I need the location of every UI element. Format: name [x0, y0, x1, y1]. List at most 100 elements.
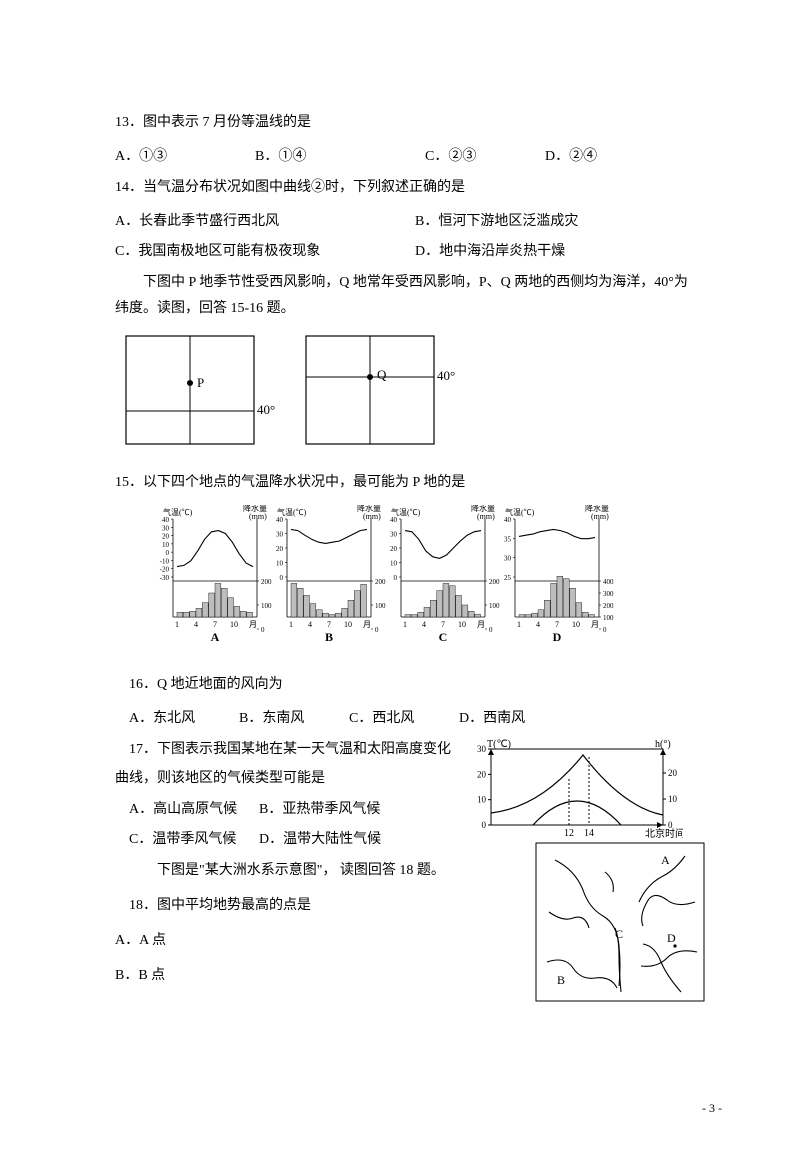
svg-text:0: 0	[482, 820, 487, 830]
svg-text:0: 0	[166, 549, 170, 557]
q16-opt-d: D．西南风	[459, 707, 525, 727]
river-map: A B C D	[535, 842, 705, 1007]
q14-opt-c: C．我国南极地区可能有极夜现象	[115, 240, 415, 260]
svg-text:100: 100	[261, 602, 272, 610]
svg-text:月: 月	[477, 620, 485, 629]
svg-text:20: 20	[668, 768, 678, 778]
p-lat-label: 40°	[257, 402, 275, 418]
svg-text:B: B	[557, 973, 565, 987]
svg-text:300: 300	[603, 590, 614, 598]
svg-text:A: A	[211, 630, 220, 644]
svg-text:20: 20	[477, 769, 487, 779]
svg-text:10: 10	[572, 620, 580, 629]
q16-stem: 16．Q 地近地面的风向为	[115, 672, 690, 697]
q13-opt-d: D．②④	[545, 145, 597, 165]
q17-line1: 17．下图表示我国某地在某一天气温和太阳高度变化	[115, 737, 455, 762]
q17-options-row1: A．高山高原气候 B．亚热带季风气候	[115, 798, 455, 818]
svg-text:7: 7	[213, 620, 217, 629]
svg-text:200: 200	[489, 578, 500, 586]
svg-text:4: 4	[536, 620, 540, 629]
svg-text:30: 30	[504, 555, 512, 563]
q13-opt-c: C．②③	[425, 145, 545, 165]
q14-opt-a: A．长春此季节盛行西北风	[115, 210, 415, 230]
svg-text:40: 40	[390, 516, 398, 524]
q-lat-label: 40°	[437, 368, 455, 384]
svg-text:200: 200	[375, 578, 386, 586]
svg-text:400: 400	[603, 578, 614, 586]
svg-text:4: 4	[194, 620, 198, 629]
q-label: Q	[377, 367, 386, 383]
svg-text:h(°): h(°)	[655, 739, 671, 750]
q13-options: A．①③ B．①④ C．②③ D．②④	[115, 145, 690, 165]
svg-text:10: 10	[390, 559, 398, 567]
svg-text:40: 40	[276, 516, 284, 524]
q14-opt-d: D．地中海沿岸炎热干燥	[415, 240, 565, 260]
pq-diagram: P 40° Q 40°	[125, 335, 690, 452]
svg-text:12: 12	[564, 828, 574, 839]
svg-text:25: 25	[504, 574, 512, 582]
q17-chart: T(℃)h(°)3020100201001214北京时间	[463, 737, 683, 852]
q-box-svg	[305, 335, 455, 447]
svg-text:0: 0	[375, 626, 379, 634]
svg-text:(mm): (mm)	[249, 512, 267, 521]
svg-text:200: 200	[603, 602, 614, 610]
svg-text:(mm): (mm)	[591, 512, 609, 521]
svg-text:0: 0	[280, 574, 284, 582]
svg-text:D: D	[667, 931, 676, 945]
svg-text:B: B	[325, 630, 333, 644]
q16-options: A．东北风 B．东南风 C．西北风 D．西南风	[115, 707, 690, 727]
svg-text:月: 月	[249, 620, 257, 629]
svg-text:-30: -30	[160, 574, 170, 582]
svg-text:30: 30	[162, 524, 170, 532]
svg-text:(mm): (mm)	[363, 512, 381, 521]
svg-text:20: 20	[390, 545, 398, 553]
svg-text:100: 100	[375, 602, 386, 610]
svg-text:北京时间: 北京时间	[645, 827, 683, 840]
svg-text:100: 100	[603, 614, 614, 622]
q16-opt-b: B．东南风	[239, 707, 349, 727]
svg-text:0: 0	[394, 574, 398, 582]
q15-stem: 15．以下四个地点的气温降水状况中，最可能为 P 地的是	[115, 470, 690, 495]
svg-text:100: 100	[489, 602, 500, 610]
svg-text:C: C	[615, 927, 623, 941]
q17-opt-d: D．温带大陆性气候	[259, 828, 381, 848]
svg-text:10: 10	[668, 794, 678, 804]
svg-text:20: 20	[276, 545, 284, 553]
svg-text:0: 0	[603, 626, 607, 634]
svg-text:7: 7	[327, 620, 331, 629]
q17-opt-a: A．高山高原气候	[129, 798, 259, 818]
svg-text:月: 月	[591, 620, 599, 629]
svg-text:4: 4	[422, 620, 426, 629]
svg-text:0: 0	[261, 626, 265, 634]
svg-text:4: 4	[308, 620, 312, 629]
svg-text:A: A	[661, 853, 670, 867]
q13-stem: 13．图中表示 7 月份等温线的是	[115, 110, 690, 135]
q13-opt-a: A．①③	[115, 145, 255, 165]
svg-text:(mm): (mm)	[477, 512, 495, 521]
svg-text:40: 40	[162, 516, 170, 524]
svg-text:10: 10	[458, 620, 466, 629]
q14-stem: 14．当气温分布状况如图中曲线②时，下列叙述正确的是	[115, 175, 690, 200]
q13-opt-b: B．①④	[255, 145, 425, 165]
climate-charts: 气温(℃)降水量(mm)403020100-10-20-302001000147…	[155, 505, 690, 660]
q16-opt-c: C．西北风	[349, 707, 459, 727]
svg-text:1: 1	[517, 620, 521, 629]
svg-text:7: 7	[441, 620, 445, 629]
q14-opt-b: B．恒河下游地区泛滥成灾	[415, 210, 578, 230]
q14-options-row1: A．长春此季节盛行西北风 B．恒河下游地区泛滥成灾	[115, 210, 690, 230]
q14-options-row2: C．我国南极地区可能有极夜现象 D．地中海沿岸炎热干燥	[115, 240, 690, 260]
q17-opt-c: C．温带季风气候	[129, 828, 259, 848]
svg-text:30: 30	[477, 744, 487, 754]
svg-text:-20: -20	[160, 566, 170, 574]
svg-text:7: 7	[555, 620, 559, 629]
svg-text:1: 1	[289, 620, 293, 629]
svg-text:10: 10	[276, 559, 284, 567]
svg-text:35: 35	[504, 535, 512, 543]
p-box-svg	[125, 335, 275, 447]
page-number: - 3 -	[702, 1101, 722, 1116]
svg-text:D: D	[553, 630, 562, 644]
svg-text:10: 10	[162, 541, 170, 549]
svg-text:0: 0	[489, 626, 493, 634]
svg-text:C: C	[439, 630, 448, 644]
svg-text:10: 10	[344, 620, 352, 629]
